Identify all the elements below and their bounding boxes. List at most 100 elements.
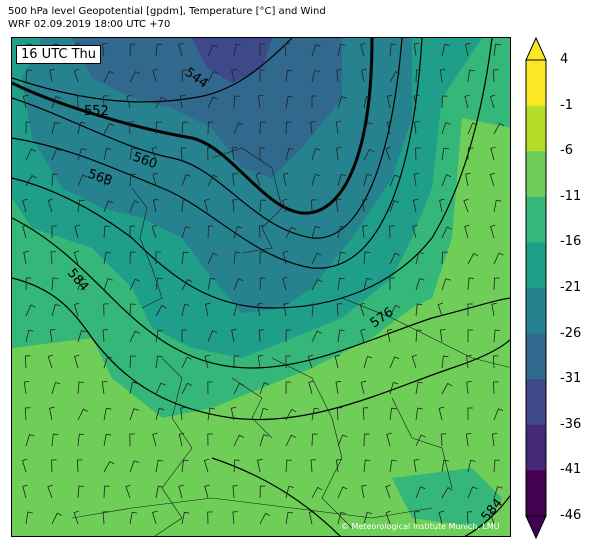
wind-barb xyxy=(207,381,213,395)
wind-barb xyxy=(413,511,420,525)
colorbar-cell xyxy=(526,424,546,471)
wind-barb xyxy=(389,277,395,291)
colorbar-tick-label: -11 xyxy=(560,188,582,204)
wind-barb xyxy=(412,224,418,239)
wind-barb xyxy=(464,224,470,239)
wind-barb xyxy=(467,69,475,83)
colorbar-outline xyxy=(525,59,547,517)
wind-barb xyxy=(151,146,158,161)
wind-barb xyxy=(467,459,476,473)
wind-barb xyxy=(232,485,239,499)
wind-barb xyxy=(311,303,319,317)
wind-barb xyxy=(439,329,446,343)
wind-barb xyxy=(285,121,292,135)
wind-barb xyxy=(489,94,496,109)
wind-barb xyxy=(129,200,140,213)
wind-barb xyxy=(155,251,161,265)
wind-barb xyxy=(25,148,36,161)
wind-barb xyxy=(25,121,32,135)
wind-barb xyxy=(259,434,269,447)
wind-barb xyxy=(363,148,375,161)
wind-barb xyxy=(203,198,210,213)
wind-barb xyxy=(51,225,57,238)
wind-barb xyxy=(363,433,370,447)
wind-barb xyxy=(103,147,112,161)
wind-barb xyxy=(129,43,136,57)
wind-barb xyxy=(73,354,80,369)
wind-barb xyxy=(415,329,422,343)
wind-barb xyxy=(129,173,136,187)
wind-barb xyxy=(360,42,366,57)
wind-barb xyxy=(439,198,445,213)
wind-barb xyxy=(311,226,321,239)
model-run-subtitle: WRF 02.09.2019 18:00 UTC +70 xyxy=(8,19,171,30)
contour-584-south-a xyxy=(211,457,341,536)
wind-barb xyxy=(493,459,500,473)
wind-barb xyxy=(51,96,61,109)
wind-barb xyxy=(232,173,238,187)
wind-barb xyxy=(337,43,346,57)
wind-barb xyxy=(311,147,321,161)
colorbar-tick-label: -46 xyxy=(560,508,582,523)
wind-barb xyxy=(207,70,219,83)
wind-barb xyxy=(51,512,62,525)
wind-barb xyxy=(25,433,35,447)
valid-time-label: 16 UTC Thu xyxy=(16,45,101,64)
wind-barb xyxy=(77,95,83,109)
wind-barb xyxy=(129,330,140,343)
wind-barb xyxy=(73,510,79,525)
wind-barb xyxy=(77,408,88,421)
wind-barb xyxy=(77,277,87,291)
wind-barb xyxy=(25,175,37,187)
wind-barb xyxy=(441,382,453,395)
wind-barb xyxy=(155,382,166,395)
colorbar-cell xyxy=(526,196,546,243)
wind-barb xyxy=(465,433,472,447)
wind-barb xyxy=(281,198,288,213)
wind-barb xyxy=(282,276,288,291)
wind-barb xyxy=(207,330,218,343)
wind-barb xyxy=(103,251,112,265)
wind-barb xyxy=(285,408,297,421)
wind-barb xyxy=(103,460,115,473)
wind-barb xyxy=(103,122,115,135)
wind-barb xyxy=(103,433,112,447)
wind-barb xyxy=(386,94,393,109)
wind-barb xyxy=(359,302,365,317)
wind-barb xyxy=(336,303,343,317)
wind-barb xyxy=(155,277,163,291)
weather-map[interactable]: 544 552 560 568 584 576 584 © Meteorolog… xyxy=(11,37,511,537)
wind-barb xyxy=(259,147,265,161)
wind-barb xyxy=(337,173,347,187)
wind-barb xyxy=(51,433,59,447)
wind-barb xyxy=(204,484,210,499)
wind-barb xyxy=(230,406,237,421)
wind-barb xyxy=(285,434,296,447)
wind-barb xyxy=(259,277,266,291)
wind-barb xyxy=(25,304,36,317)
wind-barb xyxy=(233,251,241,265)
contour-552-bold xyxy=(12,38,374,215)
wind-barb xyxy=(387,328,393,343)
colorbar-cell xyxy=(526,60,546,107)
wind-barb xyxy=(259,251,266,265)
wind-barb xyxy=(415,303,423,317)
wind-barb xyxy=(25,329,34,343)
wind-barb xyxy=(363,459,371,473)
wind-barb xyxy=(335,199,342,213)
wind-barb xyxy=(336,407,343,421)
wind-barb xyxy=(233,278,244,291)
wind-barb xyxy=(181,279,193,291)
wind-barb xyxy=(232,511,238,525)
wind-barb xyxy=(207,96,218,109)
wind-barb xyxy=(102,329,109,343)
wind-barb xyxy=(285,511,294,525)
contour-568 xyxy=(12,38,423,269)
wind-barb xyxy=(179,95,186,109)
colorbar-tick-label: -16 xyxy=(560,234,582,250)
wind-barb xyxy=(129,408,139,421)
wind-barb xyxy=(51,459,57,473)
wind-barb xyxy=(129,225,136,239)
wind-barb xyxy=(310,459,317,473)
wind-barb xyxy=(181,356,192,369)
